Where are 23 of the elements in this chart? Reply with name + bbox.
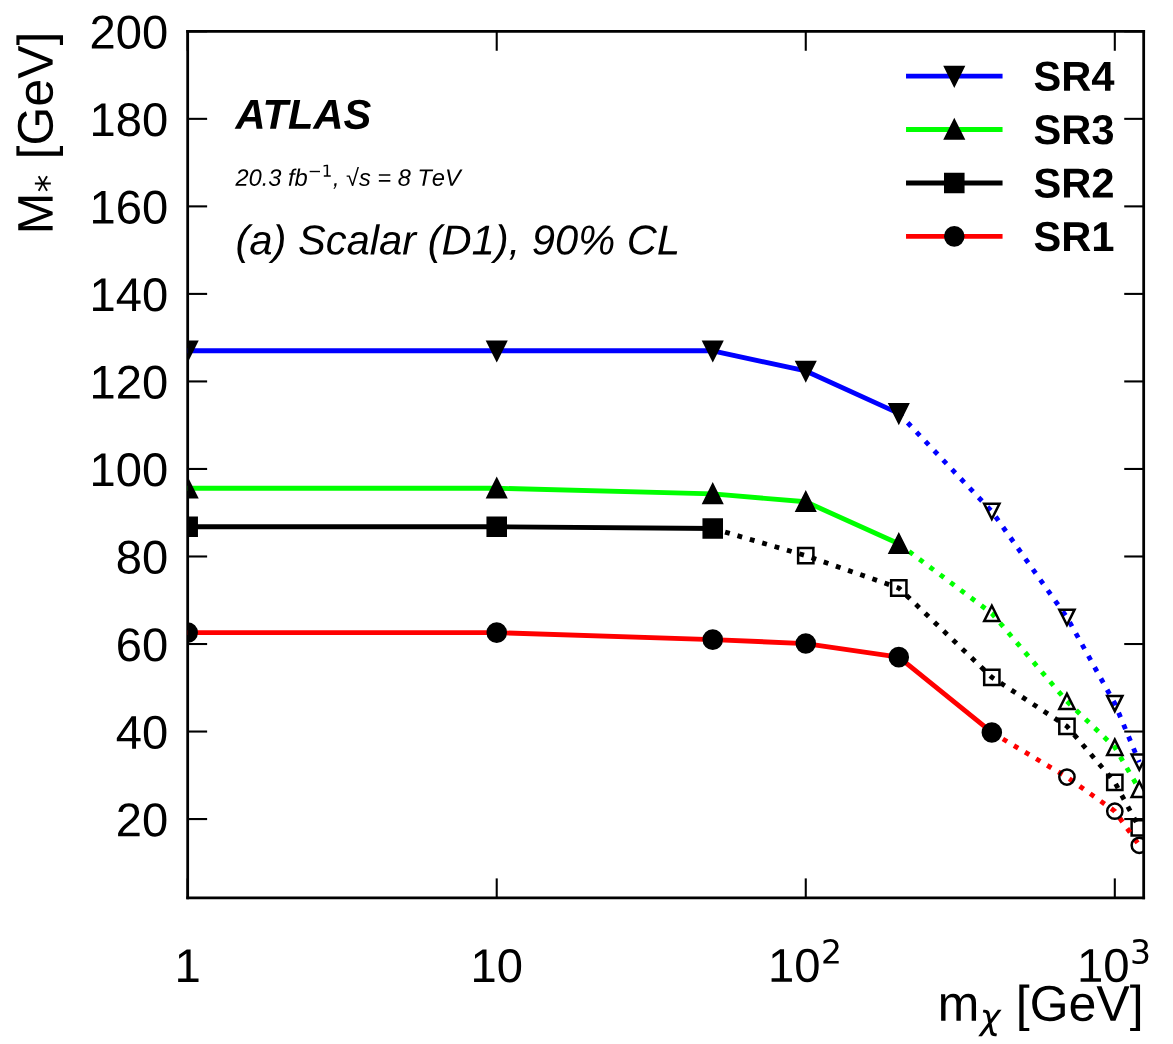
y-tick-label: 140: [93, 278, 167, 312]
y-tick-label: 40: [116, 715, 167, 750]
legend-label: SR4: [1034, 61, 1115, 92]
y-tick-label: 160: [93, 190, 167, 224]
legend-label: SR3: [1034, 115, 1113, 145]
y-tick-label: 60: [118, 628, 167, 662]
x-tick-label: 10$^{2}$: [771, 939, 839, 983]
y-tick-label: 180: [93, 102, 167, 137]
x-axis-title: m$_{χ}$ [GeV]: [941, 984, 1141, 1037]
y-tick-label: 20: [118, 803, 167, 837]
legend-label: SR2: [1034, 168, 1113, 198]
y-axis-title: M$_{*}$ [GeV]: [16, 35, 64, 231]
x-tick-label: 10$^{3}$: [1080, 939, 1149, 983]
annotation: 20.3 fb$^{−1}$, √s = 8 TeV: [235, 164, 463, 189]
annotation: (a) Scalar (D1), 90% CL: [237, 224, 678, 264]
annotation: ATLAS: [234, 99, 371, 130]
y-tick-label: 100: [93, 453, 167, 487]
y-tick-label: 200: [91, 15, 167, 49]
y-tick-label: 80: [117, 540, 167, 575]
legend-label: SR1: [1034, 221, 1114, 252]
x-tick-label: 10: [474, 949, 522, 983]
y-tick-label: 120: [93, 365, 167, 399]
x-tick-label: 1: [178, 949, 199, 983]
